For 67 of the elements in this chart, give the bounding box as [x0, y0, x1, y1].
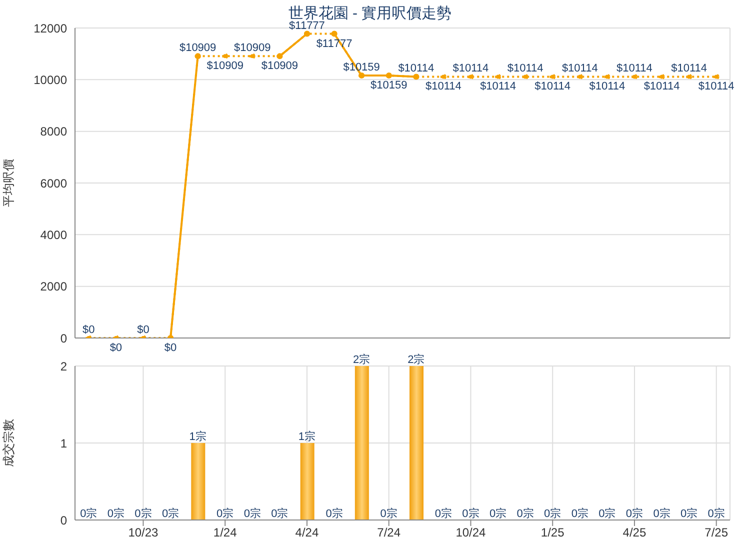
data-label: $10114 [452, 62, 489, 75]
data-label: $0 [82, 324, 95, 336]
data-label: $10114 [698, 80, 734, 93]
data-label: 2宗 [408, 353, 425, 366]
chart-title: 世界花園 - 實用呎價走勢 [287, 4, 453, 22]
data-label: 0宗 [434, 507, 452, 520]
y-tick-label: 0 [60, 331, 68, 346]
data-label: $11777 [289, 20, 325, 32]
data-label: $10114 [398, 62, 434, 75]
data-label: $10114 [425, 80, 462, 93]
x-tick-label: 1/24 [213, 526, 238, 540]
data-label: 0宗 [626, 507, 644, 520]
data-label: $0 [164, 342, 177, 354]
data-label: 1宗 [298, 430, 316, 443]
y-tick-label: 0 [60, 513, 68, 528]
data-label: 0宗 [244, 507, 261, 520]
data-label: $10114 [589, 80, 626, 93]
data-label: $10909 [179, 42, 216, 54]
data-label: $10909 [261, 60, 298, 72]
data-label: $10159 [370, 80, 408, 92]
y-tick-label: 1 [60, 436, 68, 450]
y-axis-title: 平均呎價 [1, 159, 16, 207]
x-tick-label: 4/24 [295, 526, 319, 540]
data-label: 0宗 [653, 507, 670, 520]
y-tick-label: 2 [60, 359, 68, 374]
x-tick-label: 7/24 [377, 526, 401, 540]
data-label: 0宗 [216, 507, 234, 520]
data-label: 0宗 [80, 507, 98, 520]
data-label: 0宗 [680, 507, 698, 520]
data-label: $10114 [644, 80, 680, 93]
data-label: 2宗 [353, 353, 370, 366]
data-label: 0宗 [162, 507, 180, 520]
x-tick-label: 10/24 [456, 526, 486, 540]
data-label: $10114 [616, 62, 652, 75]
x-tick-label: 1/25 [540, 526, 565, 540]
data-label: $10114 [480, 80, 516, 93]
data-label: 0宗 [271, 507, 288, 520]
data-label: $10909 [234, 42, 271, 54]
data-label: 0宗 [516, 507, 534, 520]
data-label: $10909 [206, 60, 244, 72]
x-tick-label: 10/23 [128, 526, 159, 540]
data-label: 0宗 [544, 507, 562, 520]
y-tick-label: 6000 [40, 176, 68, 190]
data-label: 0宗 [571, 507, 588, 520]
data-label: $10114 [507, 62, 544, 75]
data-label: $0 [110, 342, 122, 354]
x-tick-label: 7/25 [704, 526, 728, 540]
data-label: $10114 [671, 62, 708, 75]
data-label: 0宗 [107, 507, 124, 520]
data-label: 1宗 [189, 430, 206, 443]
data-label: 0宗 [326, 507, 343, 520]
y-tick-label: 2000 [40, 280, 68, 294]
data-label: 0宗 [489, 507, 507, 520]
y-axis-title: 成交宗數 [1, 419, 16, 467]
y-tick-label: 8000 [40, 124, 68, 139]
data-label: $10114 [534, 80, 571, 93]
data-label: $10114 [562, 62, 598, 75]
x-tick-label: 4/25 [622, 526, 646, 540]
data-label: 0宗 [708, 507, 725, 520]
data-label: 0宗 [380, 507, 398, 520]
y-tick-label: 10000 [34, 72, 68, 87]
y-tick-label: 12000 [34, 21, 68, 36]
data-label: $0 [137, 324, 150, 336]
data-label: 0宗 [462, 507, 480, 520]
y-tick-label: 4000 [40, 228, 68, 242]
data-label: 0宗 [134, 507, 152, 520]
data-label: 0宗 [598, 507, 616, 520]
